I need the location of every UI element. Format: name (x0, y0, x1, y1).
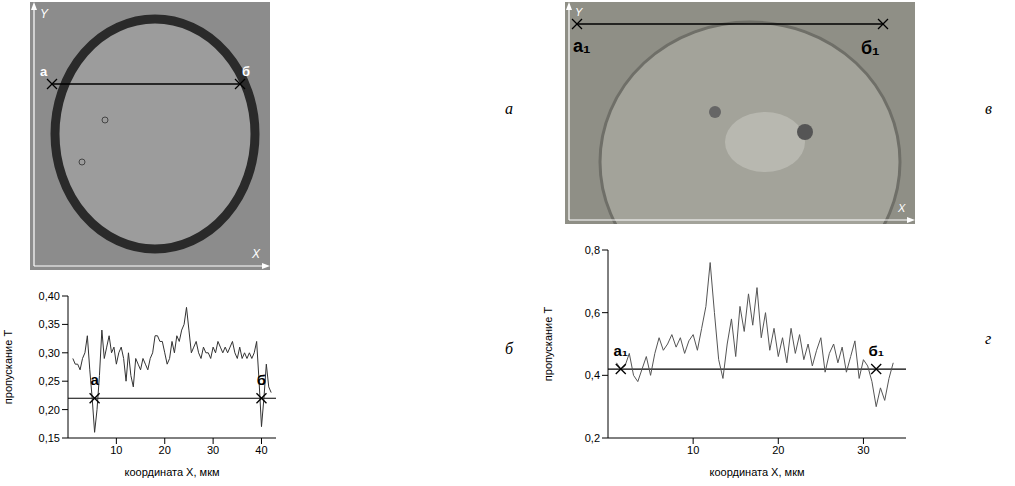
svg-text:координата X, мкм: координата X, мкм (124, 466, 219, 478)
svg-text:пропускание T: пропускание T (2, 330, 14, 405)
html-text:г: г (985, 330, 992, 347)
svg-text:Y: Y (575, 6, 583, 18)
svg-text:0,40: 0,40 (39, 290, 60, 302)
svg-text:X: X (251, 247, 261, 261)
svg-text:а₁: а₁ (573, 36, 590, 56)
svg-text:0,6: 0,6 (585, 307, 600, 319)
html-text:в: в (985, 100, 992, 117)
svg-text:а₁: а₁ (613, 342, 628, 359)
svg-text:0,20: 0,20 (39, 404, 60, 416)
svg-text:0,4: 0,4 (585, 369, 600, 381)
svg-text:а: а (90, 371, 99, 388)
svg-text:0,25: 0,25 (39, 375, 60, 387)
svg-text:Y: Y (40, 7, 49, 21)
svg-text:0,35: 0,35 (39, 318, 60, 330)
svg-text:10: 10 (687, 444, 699, 456)
svg-text:0,2: 0,2 (585, 432, 600, 444)
svg-text:0,15: 0,15 (39, 432, 60, 444)
svg-text:0,8: 0,8 (585, 244, 600, 256)
svg-text:0,30: 0,30 (39, 347, 60, 359)
svg-text:координата X, мкм: координата X, мкм (709, 466, 804, 478)
svg-text:б₁: б₁ (861, 38, 880, 58)
svg-text:пропускание T: пропускание T (542, 307, 554, 382)
svg-text:б: б (257, 371, 266, 388)
svg-text:30: 30 (857, 444, 869, 456)
svg-text:X: X (897, 202, 906, 214)
svg-text:20: 20 (772, 444, 784, 456)
svg-text:30: 30 (207, 444, 219, 456)
svg-text:20: 20 (159, 444, 171, 456)
html-text:а: а (505, 100, 513, 117)
svg-text:б₁: б₁ (868, 342, 883, 359)
svg-text:10: 10 (110, 444, 122, 456)
html-text:б: б (505, 340, 513, 357)
svg-text:б: б (242, 64, 250, 79)
svg-text:40: 40 (255, 444, 267, 456)
svg-text:а: а (40, 64, 48, 79)
